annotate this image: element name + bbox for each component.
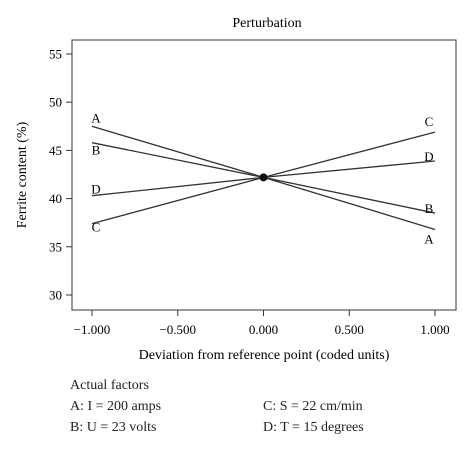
series-label-left: B [92,143,101,158]
x-tick-label: −0.500 [159,322,196,337]
x-axis-label: Deviation from reference point (coded un… [139,348,390,363]
factor-row: B: U = 23 volts D: T = 15 degrees [70,418,470,439]
actual-factors-panel: Actual factors A: I = 200 amps C: S = 22… [70,376,470,439]
actual-factors-heading: Actual factors [70,378,149,393]
perturbation-chart: Perturbation 30 35 40 45 50 55 −1.000 −0.500 0.… [15,16,457,363]
series-label-right: B [425,201,434,216]
factor-b: B: U = 23 volts [70,420,157,435]
y-tick-label: 40 [49,191,62,206]
series-label-right: D [424,149,433,164]
y-axis: 30 35 40 45 50 55 [49,47,72,303]
x-tick-label: 1.000 [420,322,449,337]
series-label-left: D [91,182,100,197]
series-label-right: C [425,114,434,129]
x-tick-label: 0.000 [249,322,278,337]
y-tick-label: 30 [49,288,62,303]
y-tick-label: 55 [49,47,62,62]
y-tick-label: 50 [49,95,62,110]
series-label-left: A [91,110,101,125]
factor-d: D: T = 15 degrees [263,420,364,435]
factor-c: C: S = 22 cm/min [263,399,363,414]
series-label-left: C [92,220,101,235]
y-tick-label: 45 [49,143,62,158]
x-tick-label: −1.000 [74,322,111,337]
y-axis-label: Ferrite content (%) [15,121,30,228]
reference-point [259,173,268,182]
y-tick-label: 35 [49,239,62,254]
chart-title: Perturbation [232,16,301,31]
x-tick-label: 0.500 [335,322,364,337]
factor-row: A: I = 200 amps C: S = 22 cm/min [70,397,470,418]
x-axis: −1.000 −0.500 0.000 0.500 1.000 [74,310,450,337]
series-label-right: A [424,231,434,246]
factor-a: A: I = 200 amps [70,399,162,414]
